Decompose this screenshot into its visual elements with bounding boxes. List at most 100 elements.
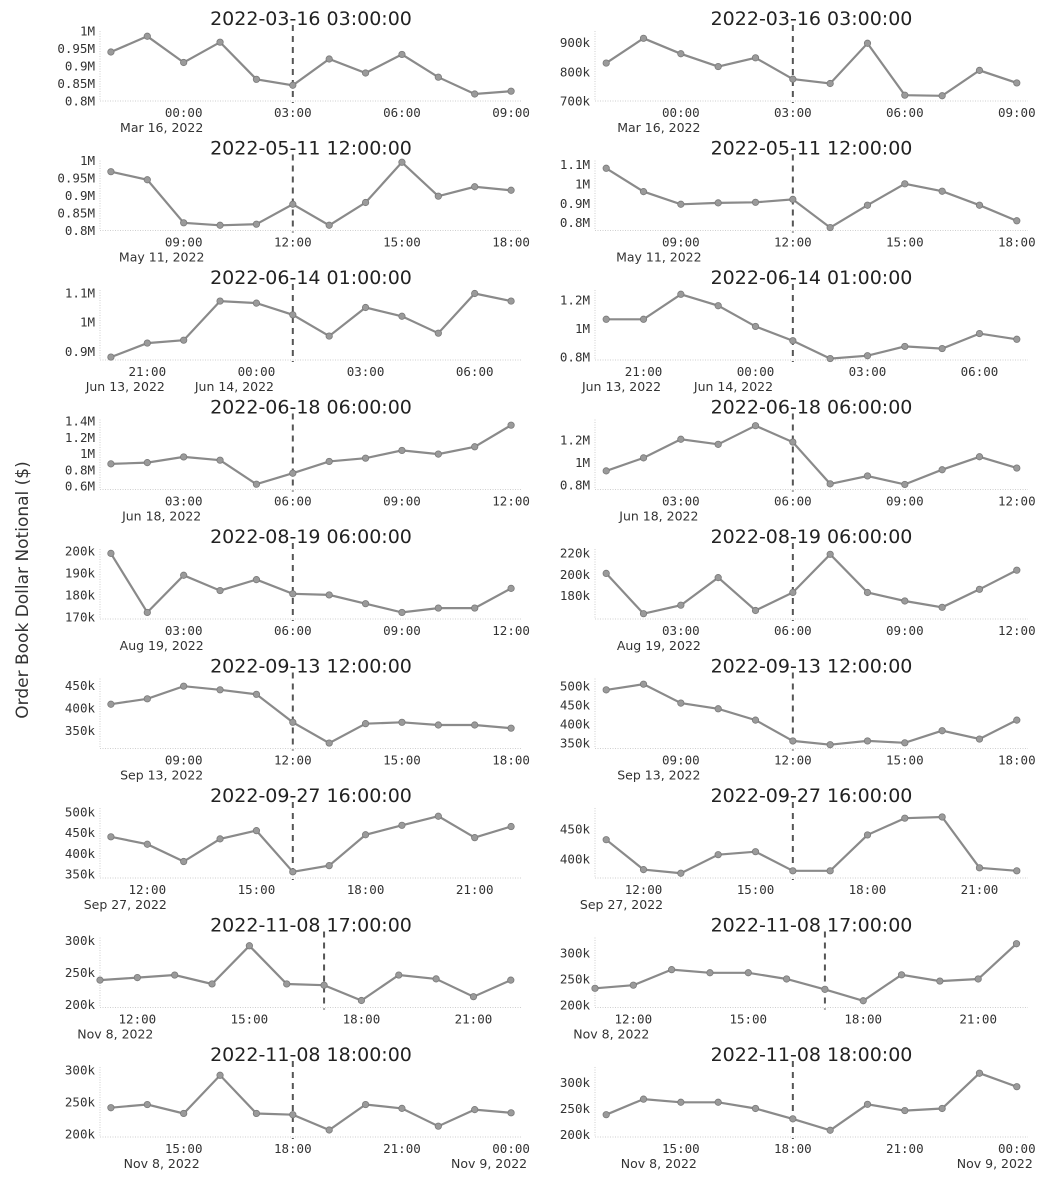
x-tick-label: 12:00 [274,753,312,768]
y-tick-label: 450k [560,821,591,836]
series-line [605,815,1017,875]
y-tick-label: 200k [65,544,96,559]
data-point [107,833,115,841]
data-point [677,200,685,208]
y-tick-label: 350k [65,723,96,738]
x-tick-label: 00:00 [998,1141,1036,1156]
data-point [361,303,370,312]
date-label: Mar 16, 2022 [120,120,203,135]
data-point [143,1100,151,1109]
date-label: Nov 9, 2022 [451,1156,527,1171]
data-point [826,223,834,232]
data-point [863,588,872,597]
data-point [751,322,760,331]
date-label: May 11, 2022 [616,250,701,265]
data-point [639,34,648,42]
data-point [591,984,599,992]
data-point [434,450,442,458]
x-tick-label: 21:00 [959,1012,997,1027]
data-point [507,1109,515,1117]
y-tick-label: 1.1M [560,157,590,172]
x-tick-label: 18:00 [844,1012,882,1027]
y-tick-label: 0.9M [65,344,95,359]
x-tick-label: 03:00 [662,494,700,509]
data-point [602,1111,610,1119]
data-point [471,443,479,451]
y-tick-label: 450k [65,825,96,840]
data-point [714,302,722,310]
data-point [252,576,261,584]
data-point [751,422,760,430]
y-tick-label: 0.85M [57,206,95,221]
x-tick-label: 03:00 [774,105,812,120]
data-point [434,1122,442,1130]
y-tick-label: 250k [65,1095,96,1110]
data-point [826,550,834,558]
data-point [180,857,188,866]
panel-title: 2022-06-14 01:00:00 [210,267,412,289]
data-point [826,867,834,875]
data-point [639,315,648,323]
x-tick-label: 21:00 [961,882,999,897]
data-point [289,200,297,208]
panel-title: 2022-06-14 01:00:00 [711,267,913,289]
panel-title: 2022-09-27 16:00:00 [711,785,913,807]
data-point [1013,716,1021,724]
data-point [639,866,648,874]
data-point [602,315,610,323]
data-point [143,608,151,617]
data-point [602,569,610,577]
data-point [507,87,515,95]
x-tick-label: 12:00 [625,882,663,897]
data-point [975,864,984,872]
series-line [110,1073,512,1132]
x-tick-label: 18:00 [343,1012,381,1027]
y-tick-label: 250k [65,965,96,980]
series-line [605,552,1018,615]
data-point [826,1126,834,1134]
chart-panel-6: 2022-06-14 01:00:00 0.8M 1M 1.2M 21:00 00:00 0… [560,267,1028,394]
x-tick-label: 06:00 [274,494,312,509]
y-tick-label: 220k [560,546,591,561]
data-point [398,312,406,320]
data-point [751,716,760,724]
y-tick-label: 180k [560,588,591,603]
data-point [471,721,479,729]
data-point [782,975,791,983]
x-tick-label: 03:00 [274,105,312,120]
y-tick-label: 400k [65,700,96,715]
x-tick-label: 12:00 [128,882,166,897]
data-point [180,336,188,344]
date-label: Aug 19, 2022 [617,638,701,653]
data-point [677,601,685,609]
data-point [602,686,610,694]
data-point [107,700,115,708]
y-tick-label: 200k [65,997,96,1012]
y-tick-label: 0.9M [65,59,95,74]
data-point [320,981,328,989]
panel-title: 2022-05-11 12:00:00 [210,138,412,160]
data-point [1013,79,1021,87]
data-point [434,73,442,81]
x-tick-label: 09:00 [165,235,203,250]
data-point [107,353,115,361]
y-tick-label: 0.9M [65,188,95,203]
data-point [751,54,760,62]
x-tick-label: 18:00 [998,235,1036,250]
data-point [1013,1083,1021,1091]
y-tick-label: 1.1M [65,285,95,300]
data-point [639,680,648,688]
data-point [751,198,760,206]
series-line [605,167,1018,229]
date-label: Nov 8, 2022 [573,1027,649,1042]
data-point [245,942,253,950]
data-point [901,180,909,188]
y-tick-label: 450k [65,678,96,693]
panel-title: 2022-11-08 17:00:00 [210,915,412,937]
data-point [751,1104,760,1113]
data-point [901,480,909,489]
data-point [901,597,909,605]
y-tick-label: 1M [575,176,590,191]
x-tick-label: 09:00 [165,753,203,768]
chart-panel-5: 2022-06-14 01:00:00 0.9M 1M 1.1M 21:00 00:00 0… [65,267,522,394]
